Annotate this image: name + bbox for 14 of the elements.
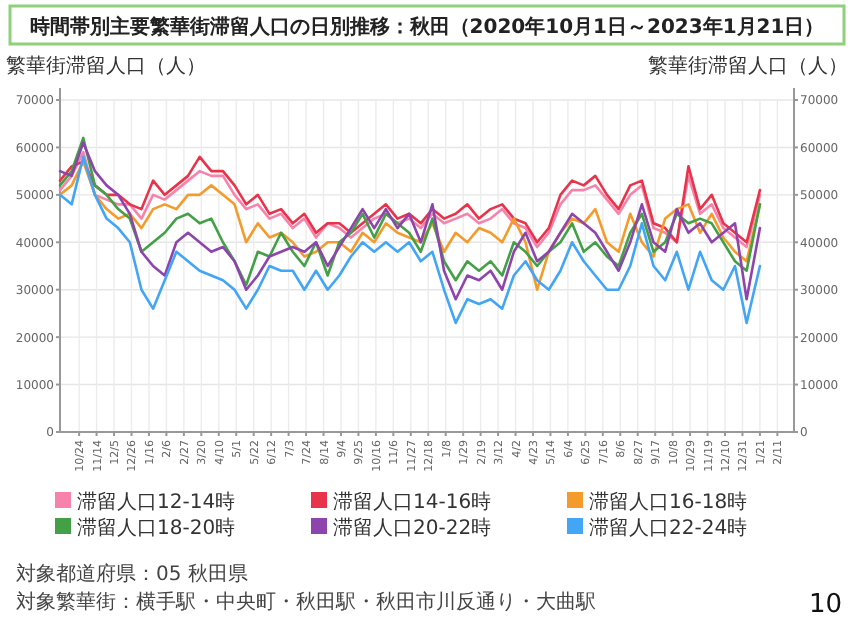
legend-label: 滞留人口14-16時 [333,490,492,514]
text: 対象都道府県：05 秋田県 [16,562,248,586]
y2-axis-title: 繁華街滞留人口（人） [648,54,848,78]
line-series [58,160,762,292]
legend-label: 滞留人口20-22時 [333,516,492,540]
y-axis-title: 繁華街滞留人口（人） [6,54,206,78]
line-series [58,155,762,325]
chart-title: 時間帯別主要繁華街滞留人口の日別推移：秋田（2020年10月1日～2023年1月21日） [29,15,825,39]
legend-label: 滞留人口18-20時 [77,516,236,540]
text: 対象繁華街：横手駅・中央町・秋田駅・秋田市川反通り・大曲駅 [16,590,596,614]
legend-label: 滞留人口16-18時 [589,490,748,514]
legend-label: 滞留人口22-24時 [589,516,748,540]
legend-label: 滞留人口12-14時 [77,490,236,514]
text: 10 [808,590,842,620]
